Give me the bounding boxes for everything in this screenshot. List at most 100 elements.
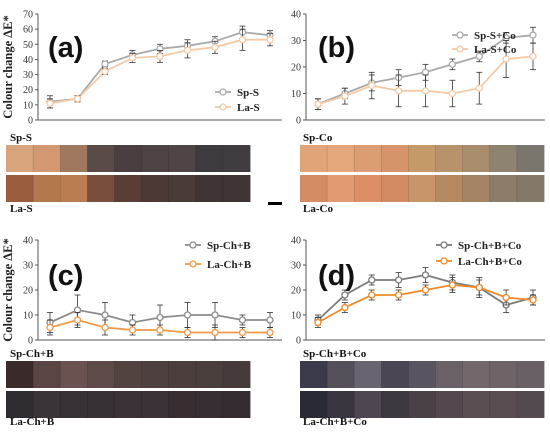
y-tick-label: 0 bbox=[296, 336, 301, 347]
strip-label: Sp-Co bbox=[303, 132, 333, 144]
legend-entry: Sp-S+Co bbox=[474, 30, 516, 42]
data-point bbox=[73, 95, 82, 103]
wood-sample-swatch bbox=[435, 175, 464, 202]
y-tick-label: 10 bbox=[291, 89, 301, 100]
y-tick-label: 0 bbox=[28, 336, 33, 347]
y-tick-label: 40 bbox=[291, 10, 301, 21]
data-point bbox=[341, 92, 349, 100]
wood-sample-swatch bbox=[141, 361, 170, 388]
wood-sample-swatch bbox=[300, 145, 328, 172]
wood-sample-swatch bbox=[489, 175, 518, 202]
wood-sample-swatch bbox=[87, 145, 115, 172]
y-tick-label: 20 bbox=[291, 63, 301, 74]
wood-sample-swatch bbox=[516, 145, 545, 172]
wood-sample-swatch bbox=[300, 175, 328, 202]
wood-sample-swatch bbox=[87, 175, 115, 202]
wood-sample-swatch bbox=[168, 391, 197, 418]
data-point bbox=[156, 326, 164, 334]
y-tick-label: 10 bbox=[23, 311, 33, 322]
data-point bbox=[211, 328, 219, 337]
wood-sample-swatch bbox=[222, 391, 251, 418]
strip-label: La-Co bbox=[303, 203, 333, 215]
strip-label: Sp-Ch+B+Co bbox=[303, 348, 367, 360]
data-point bbox=[341, 303, 349, 312]
wood-sample-swatch bbox=[435, 391, 464, 418]
wood-sample-swatch bbox=[381, 361, 409, 388]
legend-marker bbox=[456, 31, 464, 39]
wood-sample-swatch bbox=[435, 145, 464, 172]
strip-label: La-Ch+B bbox=[10, 416, 55, 428]
panel-letter: (b) bbox=[318, 32, 355, 64]
data-point bbox=[211, 311, 219, 319]
wood-sample-swatch bbox=[168, 361, 197, 388]
y-tick-label: 40 bbox=[291, 236, 301, 247]
legend-marker bbox=[219, 103, 227, 111]
wood-sample-swatch bbox=[195, 391, 224, 418]
legend-entry: Sp-Ch+B+Co bbox=[458, 240, 522, 252]
wood-sample-swatch bbox=[33, 175, 61, 202]
legend-marker bbox=[189, 241, 197, 249]
wood-sample-swatch bbox=[381, 391, 409, 418]
wood-sample-swatch bbox=[300, 391, 328, 418]
wood-sample-swatch bbox=[408, 391, 436, 418]
data-point bbox=[183, 311, 192, 319]
wood-sample-swatch bbox=[222, 145, 251, 172]
data-point bbox=[502, 293, 510, 302]
panel-letter: (a) bbox=[48, 32, 83, 64]
wood-sample-swatch bbox=[168, 145, 197, 172]
wood-sample-swatch bbox=[141, 391, 170, 418]
data-point bbox=[156, 52, 164, 61]
y-tick-label: 30 bbox=[23, 70, 33, 81]
data-point bbox=[46, 99, 54, 107]
legend-marker bbox=[219, 88, 227, 96]
data-point bbox=[421, 286, 430, 294]
data-point bbox=[421, 87, 430, 95]
wood-sample-swatch bbox=[408, 175, 436, 202]
wood-sample-swatch bbox=[114, 361, 142, 388]
data-point bbox=[475, 84, 483, 92]
wood-sample-swatch bbox=[489, 145, 518, 172]
data-point bbox=[101, 60, 109, 68]
data-point bbox=[183, 328, 192, 337]
data-point bbox=[314, 318, 322, 327]
data-point bbox=[128, 54, 137, 62]
data-point bbox=[314, 100, 322, 108]
y-tick-label: 20 bbox=[23, 286, 33, 297]
legend-entry: La-S+Co bbox=[474, 44, 517, 56]
wood-sample-swatch bbox=[195, 175, 224, 202]
data-point bbox=[394, 87, 403, 95]
data-point bbox=[529, 296, 537, 304]
wood-sample-swatch bbox=[462, 361, 491, 388]
wood-sample-swatch bbox=[354, 391, 382, 418]
wood-sample-swatch bbox=[114, 145, 142, 172]
y-tick-label: 10 bbox=[291, 311, 301, 322]
data-point bbox=[266, 316, 274, 324]
data-point bbox=[448, 89, 457, 98]
wood-sample-swatch bbox=[516, 361, 545, 388]
y-tick-label: 30 bbox=[23, 261, 33, 272]
strip-label: Sp-Ch+B bbox=[10, 348, 54, 360]
y-tick-label: 30 bbox=[291, 36, 301, 47]
legend-marker bbox=[456, 45, 464, 53]
wood-sample-swatch bbox=[6, 361, 34, 388]
wood-sample-swatch bbox=[381, 145, 409, 172]
data-point bbox=[529, 52, 537, 61]
wood-sample-swatch bbox=[408, 361, 436, 388]
data-point bbox=[341, 291, 349, 299]
data-point bbox=[394, 291, 403, 299]
wood-sample-swatch bbox=[354, 175, 382, 202]
wood-sample-swatch bbox=[6, 391, 34, 418]
wood-sample-swatch bbox=[462, 175, 491, 202]
wood-sample-swatch bbox=[114, 175, 142, 202]
wood-sample-swatch bbox=[222, 361, 251, 388]
data-point bbox=[211, 43, 219, 51]
wood-sample-swatch bbox=[33, 145, 61, 172]
data-point bbox=[238, 316, 247, 324]
data-point bbox=[156, 313, 164, 322]
wood-sample-swatch bbox=[195, 361, 224, 388]
wood-sample-swatch bbox=[114, 391, 142, 418]
wood-sample-swatch bbox=[354, 361, 382, 388]
wood-sample-swatch bbox=[327, 175, 355, 202]
data-point bbox=[448, 60, 457, 68]
